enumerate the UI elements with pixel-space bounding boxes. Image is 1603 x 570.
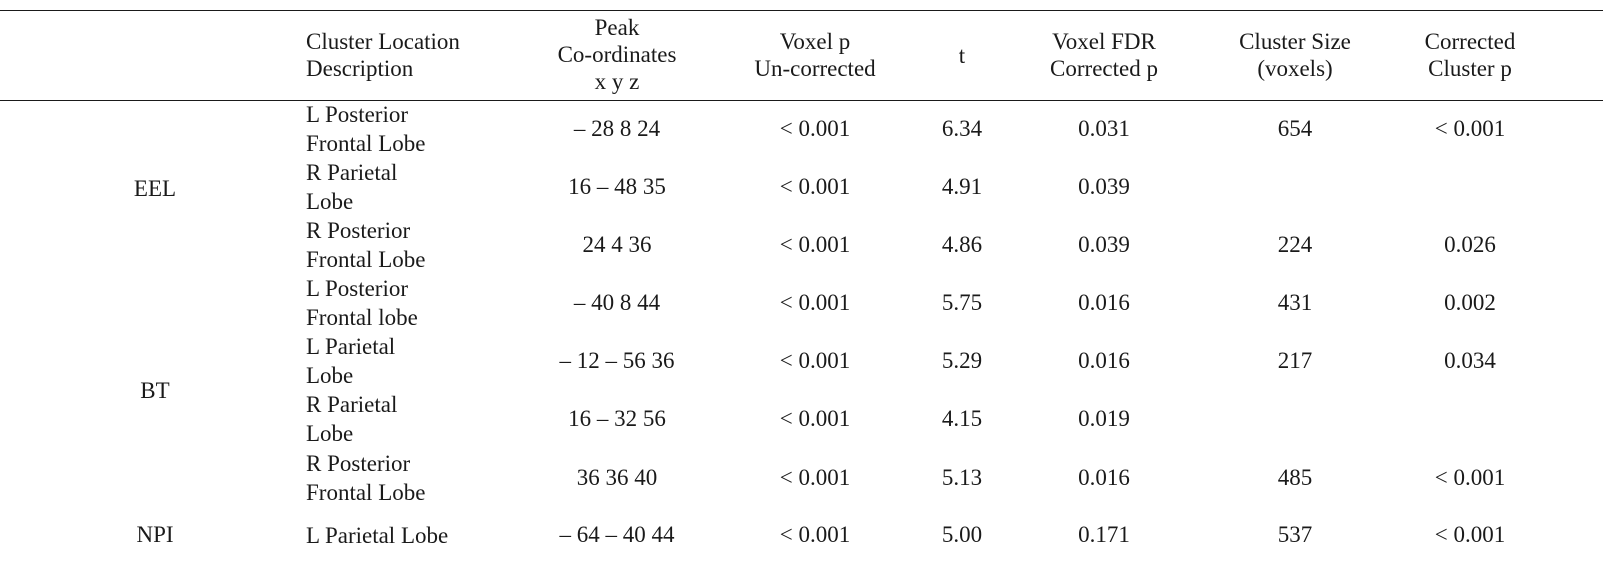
cell-fdr: 0.039 xyxy=(1078,174,1130,199)
cell-cluster-p: 0.026 xyxy=(1444,232,1496,257)
cell-size: 537 xyxy=(1277,522,1313,547)
cell-fdr: 0.016 xyxy=(1078,348,1130,373)
cell-voxel-p: < 0.001 xyxy=(779,174,851,199)
cell-fdr: 0.016 xyxy=(1078,290,1130,315)
cell-coords: 36 36 40 xyxy=(576,465,658,490)
cell-t: 6.34 xyxy=(941,116,983,141)
group-label-eel: EEL xyxy=(133,176,177,201)
cell-coords: – 12 – 56 36 xyxy=(559,348,675,373)
cell-location: R Parietal Lobe xyxy=(306,392,398,446)
cell-t: 4.91 xyxy=(941,174,983,199)
header-voxel-p: Voxel p Un-corrected xyxy=(754,29,876,81)
header-voxel-fdr: Voxel FDR Corrected p xyxy=(1050,29,1158,81)
cell-size: 217 xyxy=(1277,348,1313,373)
header-t: t xyxy=(958,43,966,68)
cell-voxel-p: < 0.001 xyxy=(779,406,851,431)
cell-cluster-p: < 0.001 xyxy=(1434,522,1506,547)
cell-voxel-p: < 0.001 xyxy=(779,232,851,257)
header-cluster-location: Cluster Location Description xyxy=(306,29,460,81)
table-top-rule xyxy=(0,10,1603,11)
cell-voxel-p: < 0.001 xyxy=(779,465,851,490)
cell-coords: 16 – 32 56 xyxy=(568,406,666,431)
cell-t: 5.00 xyxy=(941,522,983,547)
cell-fdr: 0.016 xyxy=(1078,465,1130,490)
cell-size: 431 xyxy=(1277,290,1313,315)
cell-location: R Parietal Lobe xyxy=(306,160,398,214)
cell-voxel-p: < 0.001 xyxy=(779,522,851,547)
cell-fdr: 0.039 xyxy=(1078,232,1130,257)
cell-location: L Posterior Frontal lobe xyxy=(306,276,418,330)
cell-location: R Posterior Frontal Lobe xyxy=(306,218,426,272)
table-header-rule xyxy=(0,100,1603,101)
cell-t: 5.75 xyxy=(941,290,983,315)
cell-voxel-p: < 0.001 xyxy=(779,290,851,315)
cell-cluster-p: < 0.001 xyxy=(1434,116,1506,141)
cell-fdr: 0.019 xyxy=(1078,406,1130,431)
cell-t: 5.13 xyxy=(941,465,983,490)
cell-location: L Posterior Frontal Lobe xyxy=(306,102,426,156)
cell-fdr: 0.171 xyxy=(1078,522,1130,547)
group-label-npi: NPI xyxy=(136,522,174,547)
cell-t: 4.15 xyxy=(941,406,983,431)
header-peak-coordinates: Peak Co-ordinates x y z xyxy=(557,15,677,94)
cell-coords: 24 4 36 xyxy=(582,232,652,257)
cell-coords: – 40 8 44 xyxy=(573,290,661,315)
cell-size: 224 xyxy=(1277,232,1313,257)
cell-size: 654 xyxy=(1277,116,1313,141)
cell-voxel-p: < 0.001 xyxy=(779,116,851,141)
cell-voxel-p: < 0.001 xyxy=(779,348,851,373)
cell-coords: – 64 – 40 44 xyxy=(559,522,675,547)
cell-cluster-p: < 0.001 xyxy=(1434,465,1506,490)
header-cluster-p: Corrected Cluster p xyxy=(1424,29,1516,81)
cell-size: 485 xyxy=(1277,465,1313,490)
header-cluster-size: Cluster Size (voxels) xyxy=(1239,29,1351,81)
cell-location: R Posterior Frontal Lobe xyxy=(306,451,426,505)
cell-cluster-p: 0.002 xyxy=(1444,290,1496,315)
cell-coords: 16 – 48 35 xyxy=(568,174,666,199)
cell-coords: – 28 8 24 xyxy=(573,116,661,141)
group-label-bt: BT xyxy=(140,378,170,403)
cell-location: L Parietal Lobe xyxy=(306,522,449,548)
cell-t: 4.86 xyxy=(941,232,983,257)
cell-fdr: 0.031 xyxy=(1078,116,1130,141)
cell-cluster-p: 0.034 xyxy=(1444,348,1496,373)
cell-location: L Parietal Lobe xyxy=(306,334,396,388)
cell-t: 5.29 xyxy=(941,348,983,373)
